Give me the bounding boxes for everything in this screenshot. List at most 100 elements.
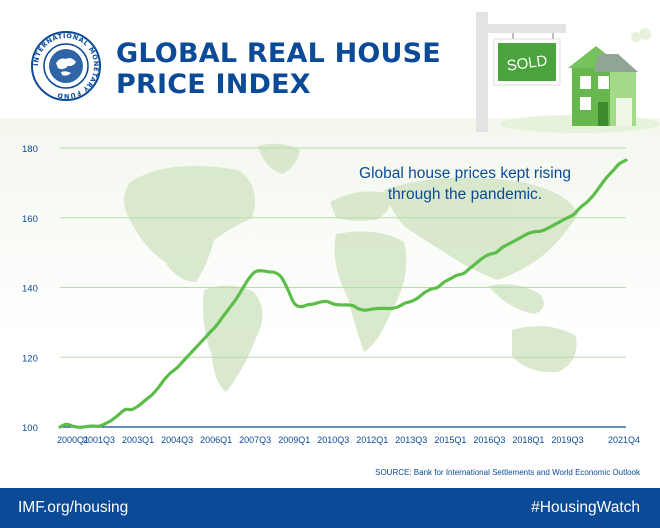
data-point bbox=[319, 300, 322, 304]
y-tick-label: 100 bbox=[22, 423, 38, 434]
data-point bbox=[312, 302, 315, 306]
y-tick-label: 180 bbox=[22, 144, 38, 155]
data-point bbox=[306, 303, 309, 307]
data-point bbox=[442, 281, 445, 284]
data-point bbox=[520, 235, 524, 239]
data-point bbox=[299, 305, 302, 308]
callout-line-2: through the pandemic. bbox=[387, 186, 543, 203]
data-point bbox=[234, 298, 237, 301]
data-point bbox=[423, 291, 426, 294]
data-point bbox=[501, 246, 504, 249]
x-tick-label: 2004Q3 bbox=[161, 435, 193, 445]
data-point bbox=[162, 378, 166, 382]
data-point bbox=[188, 352, 192, 355]
data-point bbox=[130, 408, 133, 411]
data-point bbox=[241, 288, 244, 291]
x-tick-label: 2010Q3 bbox=[317, 435, 349, 445]
data-point bbox=[149, 394, 153, 397]
x-tick-label: 2016Q3 bbox=[473, 435, 505, 445]
data-point bbox=[436, 286, 439, 289]
footer-bar: IMF.org/housing #HousingWatch bbox=[0, 488, 660, 528]
x-tick-label: 2013Q3 bbox=[395, 435, 427, 445]
data-point bbox=[507, 242, 511, 246]
data-point bbox=[71, 425, 75, 428]
data-point bbox=[527, 232, 530, 235]
data-point bbox=[136, 404, 140, 408]
title-line-2: PRICE INDEX bbox=[116, 69, 311, 100]
data-point bbox=[104, 422, 107, 425]
x-tick-label: 2018Q1 bbox=[512, 435, 544, 445]
data-point bbox=[371, 307, 374, 311]
chart-grid bbox=[60, 147, 626, 358]
data-point bbox=[267, 270, 270, 273]
data-point bbox=[227, 307, 231, 310]
data-point bbox=[273, 271, 276, 274]
data-point bbox=[605, 176, 608, 179]
data-point bbox=[416, 296, 419, 300]
house-price-index-line bbox=[58, 158, 628, 429]
data-point bbox=[533, 230, 537, 233]
data-point bbox=[449, 277, 452, 280]
source-note: SOURCE: Bank for International Settlemen… bbox=[375, 468, 640, 477]
data-point bbox=[390, 307, 393, 310]
data-point bbox=[78, 426, 81, 429]
data-point bbox=[201, 338, 205, 341]
data-point bbox=[156, 387, 159, 390]
data-point bbox=[143, 399, 146, 402]
world-map-background bbox=[124, 143, 578, 392]
sold-house-illustration: SOLD bbox=[476, 12, 660, 133]
y-tick-label: 160 bbox=[22, 214, 38, 225]
data-point bbox=[84, 425, 88, 428]
data-point bbox=[566, 216, 569, 219]
data-point bbox=[182, 359, 185, 362]
x-tick-label: 2003Q1 bbox=[122, 435, 154, 445]
data-point bbox=[195, 345, 198, 348]
data-point bbox=[403, 302, 406, 305]
data-point bbox=[488, 253, 491, 256]
y-tick-label: 140 bbox=[22, 284, 38, 295]
data-point bbox=[514, 239, 517, 242]
data-point bbox=[254, 270, 257, 273]
x-tick-label: 2012Q1 bbox=[356, 435, 388, 445]
data-point bbox=[611, 169, 615, 172]
data-point bbox=[455, 274, 459, 277]
house-icon bbox=[568, 46, 638, 126]
data-point bbox=[325, 300, 328, 303]
data-point bbox=[598, 185, 602, 188]
data-point bbox=[208, 331, 211, 334]
series-points bbox=[58, 159, 628, 429]
x-tick-label: 2006Q1 bbox=[200, 435, 232, 445]
y-axis-tick-labels: 100 120 140 160 180 bbox=[22, 144, 38, 434]
data-point bbox=[481, 256, 485, 260]
data-point bbox=[397, 305, 400, 308]
y-tick-label: 120 bbox=[22, 353, 38, 364]
footer-link[interactable]: IMF.org/housing bbox=[18, 499, 129, 516]
data-point bbox=[572, 213, 576, 216]
data-point bbox=[91, 424, 94, 428]
x-tick-label: 2007Q3 bbox=[239, 435, 271, 445]
data-point bbox=[358, 307, 361, 311]
data-point bbox=[364, 309, 367, 312]
data-point bbox=[123, 408, 127, 411]
data-point bbox=[345, 303, 348, 307]
x-tick-label: 2015Q1 bbox=[434, 435, 466, 445]
title-line-1: GLOBAL REAL HOUSE bbox=[116, 38, 441, 69]
chart-callout: Global house prices kept rising through … bbox=[330, 163, 600, 205]
data-point bbox=[214, 324, 218, 328]
data-point bbox=[618, 162, 621, 165]
data-point bbox=[351, 304, 354, 307]
data-point bbox=[110, 418, 114, 422]
data-point bbox=[468, 267, 472, 270]
x-tick-label: 2021Q4 bbox=[608, 435, 640, 445]
data-point bbox=[97, 425, 101, 428]
data-point bbox=[175, 366, 179, 369]
data-point bbox=[410, 300, 413, 303]
x-tick-label: 2019Q3 bbox=[551, 435, 583, 445]
data-point bbox=[579, 206, 582, 209]
data-point bbox=[384, 307, 387, 310]
data-point bbox=[58, 425, 62, 429]
data-point bbox=[338, 303, 341, 307]
data-point bbox=[247, 277, 250, 280]
